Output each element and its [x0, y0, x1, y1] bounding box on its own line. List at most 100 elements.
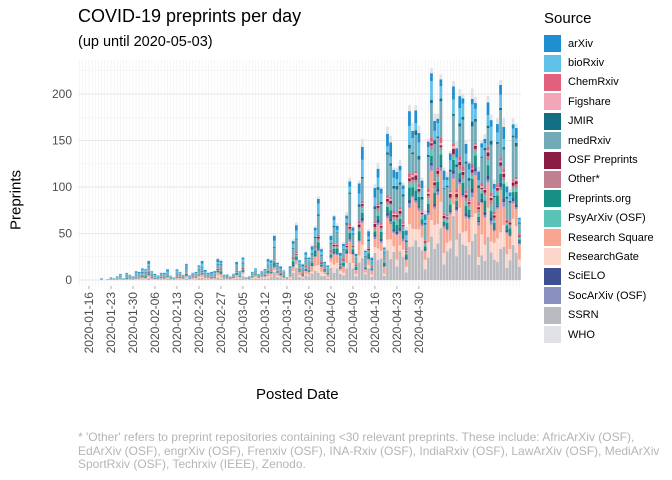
- bar-segment: [201, 260, 204, 261]
- bar-segment: [502, 177, 505, 180]
- bar-segment: [210, 279, 213, 280]
- bar-segment: [515, 207, 518, 209]
- bar-segment: [345, 223, 348, 225]
- bar-segment: [336, 247, 339, 248]
- bar-segment: [254, 271, 257, 273]
- bar-segment: [458, 108, 461, 123]
- bar-segment: [270, 273, 273, 274]
- bar-segment: [396, 172, 399, 179]
- bar-segment: [292, 271, 295, 273]
- bar-segment: [141, 272, 144, 274]
- bar-segment: [267, 264, 270, 269]
- bar-segment: [487, 147, 490, 151]
- bar-segment: [399, 207, 402, 210]
- bar-segment: [345, 253, 348, 254]
- bar-segment: [355, 274, 358, 276]
- bar-segment: [301, 274, 304, 275]
- bar-segment: [374, 198, 377, 206]
- bar-segment: [314, 246, 317, 247]
- bar-segment: [311, 273, 314, 280]
- bar-segment: [502, 198, 505, 202]
- bar-segment: [443, 188, 446, 189]
- bar-segment: [323, 274, 326, 276]
- bar-segment: [182, 275, 185, 276]
- bar-segment: [257, 279, 260, 280]
- bar-segment: [424, 242, 427, 244]
- legend-label: SSRN: [568, 309, 599, 321]
- bar-segment: [405, 242, 408, 248]
- bar-segment: [474, 171, 477, 175]
- bar-segment: [282, 272, 285, 275]
- bar-segment: [308, 258, 311, 259]
- bar-segment: [452, 149, 455, 154]
- bar-segment: [301, 267, 304, 268]
- bar-segment: [474, 168, 477, 171]
- bar-segment: [317, 216, 320, 235]
- bar-segment: [515, 128, 518, 138]
- bar-segment: [314, 238, 317, 245]
- bar-segment: [317, 196, 320, 199]
- bar-segment: [141, 272, 144, 273]
- bar-segment: [418, 187, 421, 189]
- bar-segment: [383, 252, 386, 253]
- bar-segment: [499, 110, 502, 158]
- bar-segment: [493, 189, 496, 196]
- bar-segment: [408, 188, 411, 200]
- bar-segment: [235, 271, 238, 272]
- bar-segment: [399, 231, 402, 233]
- bar-segment: [185, 266, 188, 268]
- bar-segment: [449, 199, 452, 204]
- bar-segment: [389, 224, 392, 239]
- bar-segment: [348, 233, 351, 238]
- bar-segment: [358, 224, 361, 227]
- bar-segment: [392, 178, 395, 186]
- bar-segment: [345, 252, 348, 254]
- bar-segment: [380, 241, 383, 243]
- bar-segment: [424, 225, 427, 240]
- bar-segment: [317, 251, 320, 265]
- bar-segment: [405, 253, 408, 255]
- bar-segment: [333, 226, 336, 228]
- bar-segment: [361, 208, 364, 213]
- bar-segment: [220, 272, 223, 274]
- bar-segment: [251, 272, 254, 273]
- bar-segment: [402, 257, 405, 280]
- bar-segment: [449, 191, 452, 193]
- bar-segment: [449, 172, 452, 191]
- bar-segment: [468, 178, 471, 181]
- bar-segment: [377, 248, 380, 260]
- bar-segment: [336, 246, 339, 247]
- bar-segment: [254, 275, 257, 277]
- bar-segment: [163, 279, 166, 280]
- bar-segment: [499, 190, 502, 232]
- bar-segment: [402, 241, 405, 249]
- bar-segment: [333, 246, 336, 247]
- bar-segment: [292, 248, 295, 249]
- legend-swatch: [544, 190, 561, 207]
- bar-segment: [424, 249, 427, 251]
- bar-segment: [333, 244, 336, 245]
- bar-segment: [194, 272, 197, 273]
- bar-segment: [367, 253, 370, 257]
- bar-segment: [471, 104, 474, 121]
- bar-segment: [480, 202, 483, 203]
- bar-segment: [361, 218, 364, 221]
- bar-segment: [383, 249, 386, 252]
- legend-item: Figshare: [544, 92, 672, 111]
- bar-segment: [295, 239, 298, 240]
- bar-segment: [238, 278, 241, 279]
- bar-segment: [458, 96, 461, 108]
- bar-segment: [229, 277, 232, 278]
- bar-segment: [216, 264, 219, 265]
- bar-segment: [333, 252, 336, 254]
- bar-segment: [169, 277, 172, 278]
- bar-segment: [254, 277, 257, 278]
- bar-segment: [358, 229, 361, 231]
- bar-segment: [116, 278, 119, 279]
- bar-segment: [292, 259, 295, 260]
- bar-segment: [499, 168, 502, 174]
- bar-segment: [465, 231, 468, 246]
- bar-segment: [499, 108, 502, 110]
- bar-segment: [374, 223, 377, 224]
- bar-segment: [430, 100, 433, 103]
